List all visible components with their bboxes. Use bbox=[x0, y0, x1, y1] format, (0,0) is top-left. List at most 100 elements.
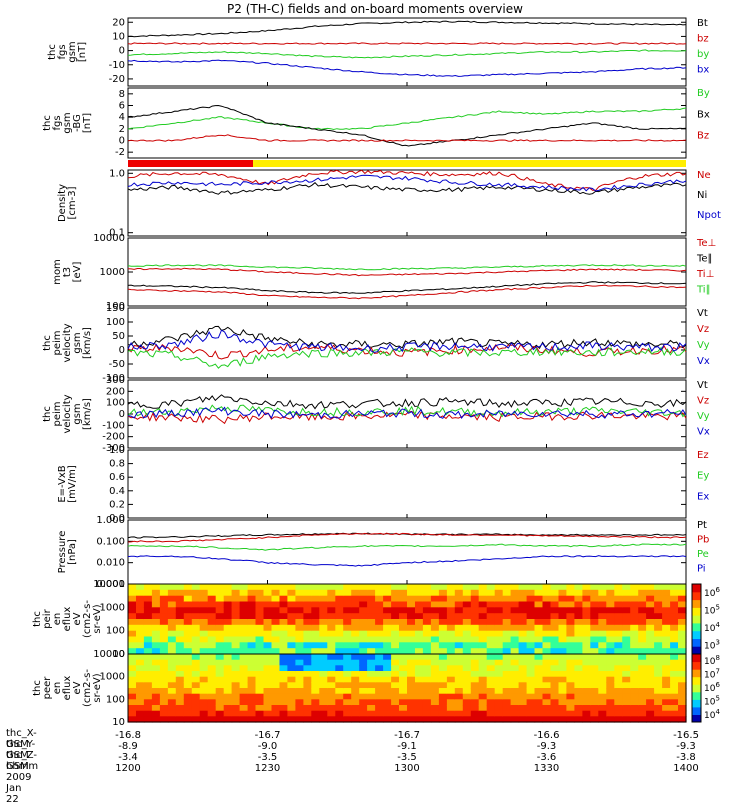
heatmap-cell bbox=[303, 613, 312, 620]
heatmap-cell bbox=[151, 705, 161, 712]
heatmap-cell bbox=[470, 595, 480, 603]
heatmap-cell bbox=[670, 716, 679, 723]
heatmap-cell bbox=[638, 589, 647, 597]
heatmap-cell bbox=[550, 601, 560, 608]
heatmap-cell bbox=[247, 601, 257, 608]
heatmap-cell bbox=[167, 619, 177, 626]
heatmap-cell bbox=[646, 630, 655, 638]
heatmap-cell bbox=[383, 676, 392, 683]
heatmap-cell bbox=[303, 636, 312, 643]
heatmap-cell bbox=[383, 705, 392, 712]
heatmap-cell bbox=[215, 705, 225, 712]
heatmap-cell bbox=[646, 636, 655, 643]
heatmap-cell bbox=[446, 595, 456, 603]
heatmap-cell bbox=[359, 665, 368, 672]
heatmap-cell bbox=[367, 699, 376, 706]
y-tick-label: 1.000 bbox=[96, 515, 125, 526]
heatmap-cell bbox=[678, 682, 687, 689]
x-axis-value: -8.9 bbox=[118, 741, 138, 752]
heatmap-cell bbox=[375, 613, 384, 620]
heatmap-cell bbox=[215, 654, 225, 661]
heatmap-cell bbox=[143, 636, 153, 643]
heatmap-cell bbox=[542, 584, 552, 591]
heatmap-cell bbox=[183, 671, 193, 678]
heatmap-cell bbox=[375, 607, 384, 614]
heatmap-cell bbox=[335, 619, 344, 626]
heatmap-cell bbox=[502, 642, 512, 649]
heatmap-cell bbox=[295, 716, 304, 723]
heatmap-cell bbox=[375, 716, 384, 723]
heatmap-cell bbox=[502, 648, 512, 655]
heatmap-cell bbox=[462, 619, 472, 626]
heatmap-cell bbox=[470, 648, 480, 655]
heatmap-cell bbox=[510, 589, 520, 597]
heatmap-cell bbox=[638, 607, 647, 614]
heatmap-cell bbox=[287, 659, 296, 666]
heatmap-cell bbox=[526, 613, 536, 620]
heatmap-cell bbox=[438, 671, 448, 678]
heatmap-cell bbox=[430, 601, 440, 608]
heatmap-cell bbox=[646, 589, 655, 597]
heatmap-cell bbox=[590, 584, 599, 591]
heatmap-cell bbox=[199, 671, 209, 678]
heatmap-cell bbox=[502, 665, 512, 672]
heatmap-cell bbox=[566, 688, 575, 695]
heatmap-cell bbox=[422, 589, 432, 597]
heatmap-cell bbox=[319, 595, 328, 603]
heatmap-cell bbox=[438, 659, 448, 666]
heatmap-cell bbox=[598, 613, 607, 620]
legend-label: by bbox=[697, 49, 709, 60]
x-axis-value: -9.3 bbox=[537, 741, 557, 752]
heatmap-cell bbox=[255, 584, 265, 591]
heatmap-cell bbox=[510, 671, 520, 678]
x-axis-value: -9.1 bbox=[397, 741, 417, 752]
heatmap-cell bbox=[670, 636, 679, 643]
series-line bbox=[127, 174, 687, 192]
heatmap-cell bbox=[678, 584, 687, 591]
heatmap-cell bbox=[183, 710, 193, 717]
heatmap-cell bbox=[191, 676, 201, 683]
heatmap-cell bbox=[335, 665, 344, 672]
heatmap-cell bbox=[454, 710, 464, 717]
heatmap-cell bbox=[191, 705, 201, 712]
heatmap-cell bbox=[151, 607, 161, 614]
heatmap-cell bbox=[638, 642, 647, 649]
heatmap-cell bbox=[654, 688, 663, 695]
x-axis-value: -3.5 bbox=[397, 752, 417, 763]
heatmap-cell bbox=[510, 613, 520, 620]
y-tick-label: 0.1 bbox=[109, 228, 125, 239]
heatmap-cell bbox=[359, 659, 368, 666]
heatmap-cell bbox=[367, 682, 376, 689]
heatmap-cell bbox=[470, 642, 480, 649]
heatmap-cell bbox=[598, 595, 607, 603]
heatmap-cell bbox=[534, 659, 544, 666]
y-tick-label: 0.001 bbox=[96, 579, 125, 590]
heatmap-cell bbox=[359, 636, 368, 643]
heatmap-cell bbox=[582, 693, 591, 700]
heatmap-cell bbox=[271, 659, 281, 666]
series-line bbox=[127, 281, 687, 294]
heatmap-cell bbox=[215, 642, 225, 649]
heatmap-cell bbox=[399, 636, 408, 643]
heatmap-cell bbox=[590, 613, 599, 620]
heatmap-cell bbox=[383, 671, 392, 678]
heatmap-cell bbox=[678, 642, 687, 649]
heatmap-cell bbox=[287, 601, 296, 608]
heatmap-cell bbox=[191, 654, 201, 661]
heatmap-cell bbox=[136, 671, 145, 678]
heatmap-cell bbox=[462, 671, 472, 678]
x-axis-value: 1400 bbox=[673, 763, 698, 774]
y-axis-label: E=-VxB bbox=[57, 465, 68, 502]
heatmap-cell bbox=[128, 716, 137, 723]
heatmap-cell bbox=[151, 693, 161, 700]
heatmap-cell bbox=[415, 699, 424, 706]
heatmap-cell bbox=[271, 624, 281, 632]
heatmap-cell bbox=[494, 607, 504, 614]
heatmap-cell bbox=[550, 710, 560, 717]
heatmap-cell bbox=[606, 665, 615, 672]
heatmap-cell bbox=[375, 595, 384, 603]
heatmap-cell bbox=[231, 676, 241, 683]
heatmap-cell bbox=[263, 642, 273, 649]
heatmap-cell bbox=[558, 688, 568, 695]
heatmap-cell bbox=[183, 607, 193, 614]
